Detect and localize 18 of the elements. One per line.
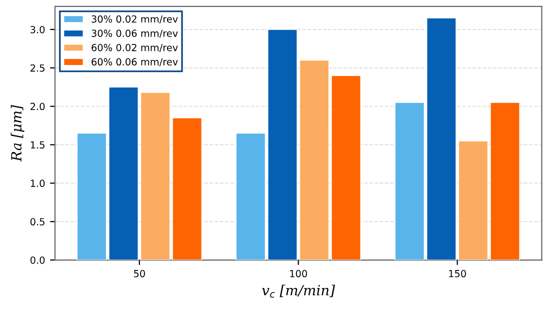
y-tick-label: 1.0 (30, 180, 45, 187)
x-tick-label: 100 (290, 270, 308, 278)
bar (236, 132, 266, 260)
bar (394, 102, 425, 260)
y-tick-label: 0.0 (30, 256, 45, 264)
legend-label: 60% 0.02 mm/rev (92, 44, 178, 52)
x-tick-label: 150 (449, 270, 466, 278)
y-tick-label: 3.0 (30, 26, 45, 34)
y-tick-label: 1.5 (30, 141, 44, 149)
y-tick-label: 0.5 (30, 218, 44, 226)
legend-label: 60% 0.06 mm/rev (92, 58, 178, 66)
legend-label: 30% 0.06 mm/rev (92, 30, 178, 38)
legend-label: 30% 0.02 mm/rev (92, 15, 178, 24)
x-tick-label: 50 (134, 270, 145, 278)
y-axis-title: Ra [μm] (10, 104, 24, 162)
y-tick-label: 2.0 (30, 102, 45, 110)
x-axis-title: v$_{c}$ [m/min] (262, 284, 336, 298)
y-tick-label: 2.5 (30, 64, 44, 72)
